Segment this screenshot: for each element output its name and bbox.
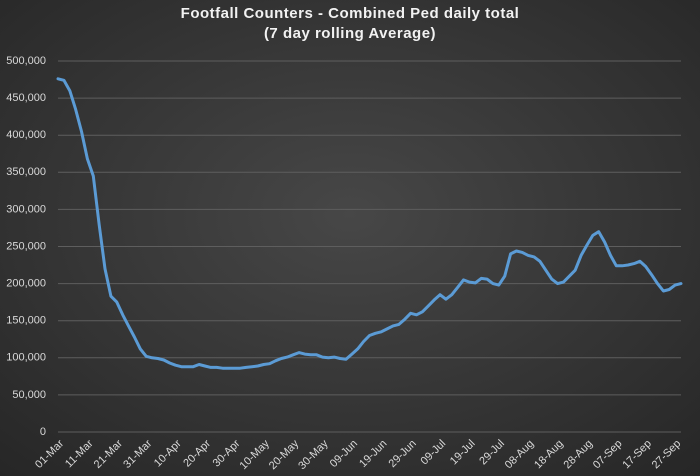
chart-title: Footfall Counters - Combined Ped daily t… <box>181 5 520 22</box>
y-tick-label: 250,000 <box>6 240 46 252</box>
data-line <box>56 77 683 370</box>
chart-subtitle: (7 day rolling Average) <box>264 25 436 42</box>
y-tick-label: 300,000 <box>6 203 46 215</box>
y-tick-label: 450,000 <box>6 92 46 104</box>
y-tick-label: 0 <box>40 426 46 438</box>
y-tick-label: 150,000 <box>6 315 46 327</box>
y-tick-label: 500,000 <box>6 55 46 67</box>
y-tick-label: 400,000 <box>6 129 46 141</box>
y-tick-label: 350,000 <box>6 166 46 178</box>
y-tick-label: 200,000 <box>6 278 46 290</box>
y-tick-label: 100,000 <box>6 352 46 364</box>
y-tick-label: 50,000 <box>12 389 46 401</box>
